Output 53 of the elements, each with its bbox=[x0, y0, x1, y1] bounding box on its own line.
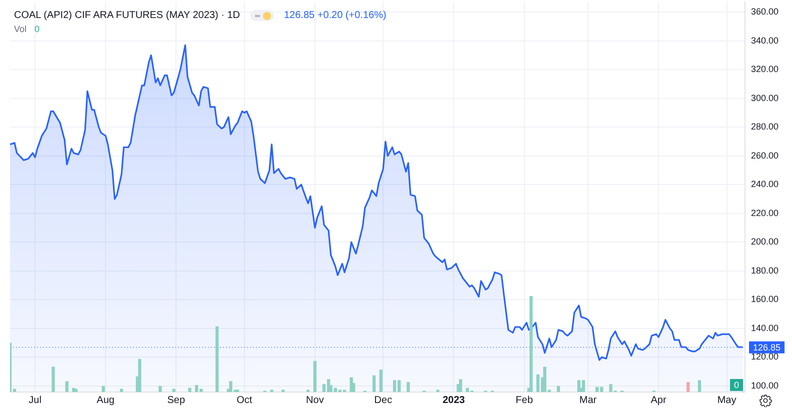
bar bbox=[556, 386, 560, 392]
bar bbox=[138, 359, 142, 392]
bar bbox=[102, 386, 105, 392]
bar bbox=[596, 386, 599, 392]
x-tick-label: Sep bbox=[167, 394, 186, 406]
annotation: Vol 0 bbox=[14, 24, 40, 34]
y-tick-label: 100.00 bbox=[751, 380, 779, 390]
y-tick-label: 200.00 bbox=[751, 236, 779, 247]
y-tick-label: 360.00 bbox=[751, 6, 779, 17]
x-tick-label: Jul bbox=[28, 394, 42, 406]
bar bbox=[372, 375, 376, 392]
bar bbox=[379, 370, 382, 392]
x-tick-label: 2023 bbox=[442, 394, 466, 406]
y-tick-label: 160.00 bbox=[751, 294, 779, 304]
y-tick-label: 240.00 bbox=[751, 179, 779, 190]
x-tick-label: Aug bbox=[96, 394, 114, 406]
bar bbox=[582, 380, 586, 392]
bar bbox=[52, 366, 55, 392]
bar bbox=[530, 296, 533, 392]
x-tick-label: May bbox=[717, 394, 736, 406]
x-tick-label: Mar bbox=[579, 394, 598, 406]
bar bbox=[313, 360, 317, 392]
y-tick-label: 280.00 bbox=[751, 122, 779, 132]
text: COAL (API2) CIF ARA FUTURES (MAY 2023) · 1D bbox=[14, 10, 240, 21]
y-tick-label: 120.00 bbox=[751, 352, 779, 362]
y-tick-label: 220.00 bbox=[751, 208, 779, 218]
bar bbox=[536, 374, 540, 392]
bar bbox=[686, 382, 690, 392]
y-tick-label: 340.00 bbox=[751, 35, 779, 46]
bar bbox=[392, 380, 396, 392]
bar bbox=[195, 384, 198, 392]
ref-line-label: 126.85 bbox=[753, 342, 781, 352]
x-tick-label: Dec bbox=[374, 394, 392, 406]
annotation: 126.85 +0.20 (+0.16%) bbox=[284, 10, 386, 21]
y-tick-label: 260.00 bbox=[751, 150, 779, 160]
bar bbox=[698, 380, 702, 392]
x-tick-label: Apr bbox=[650, 394, 667, 406]
y-tick-label: 300.00 bbox=[751, 92, 779, 103]
bar bbox=[65, 381, 68, 392]
bar bbox=[406, 382, 410, 392]
x-tick-label: Oct bbox=[236, 394, 252, 406]
bar bbox=[10, 342, 12, 392]
bar bbox=[458, 379, 462, 392]
y-tick-label: 140.00 bbox=[751, 322, 779, 333]
y-tick-label: 180.00 bbox=[751, 265, 779, 276]
annotation: 0 bbox=[734, 380, 740, 390]
bar bbox=[229, 381, 232, 392]
bar bbox=[188, 388, 192, 392]
bar bbox=[158, 386, 162, 392]
bar bbox=[215, 326, 219, 392]
x-tick-label: Feb bbox=[516, 394, 534, 406]
x-tick-label: Nov bbox=[306, 394, 324, 406]
y-tick-label: 320.00 bbox=[751, 64, 779, 74]
